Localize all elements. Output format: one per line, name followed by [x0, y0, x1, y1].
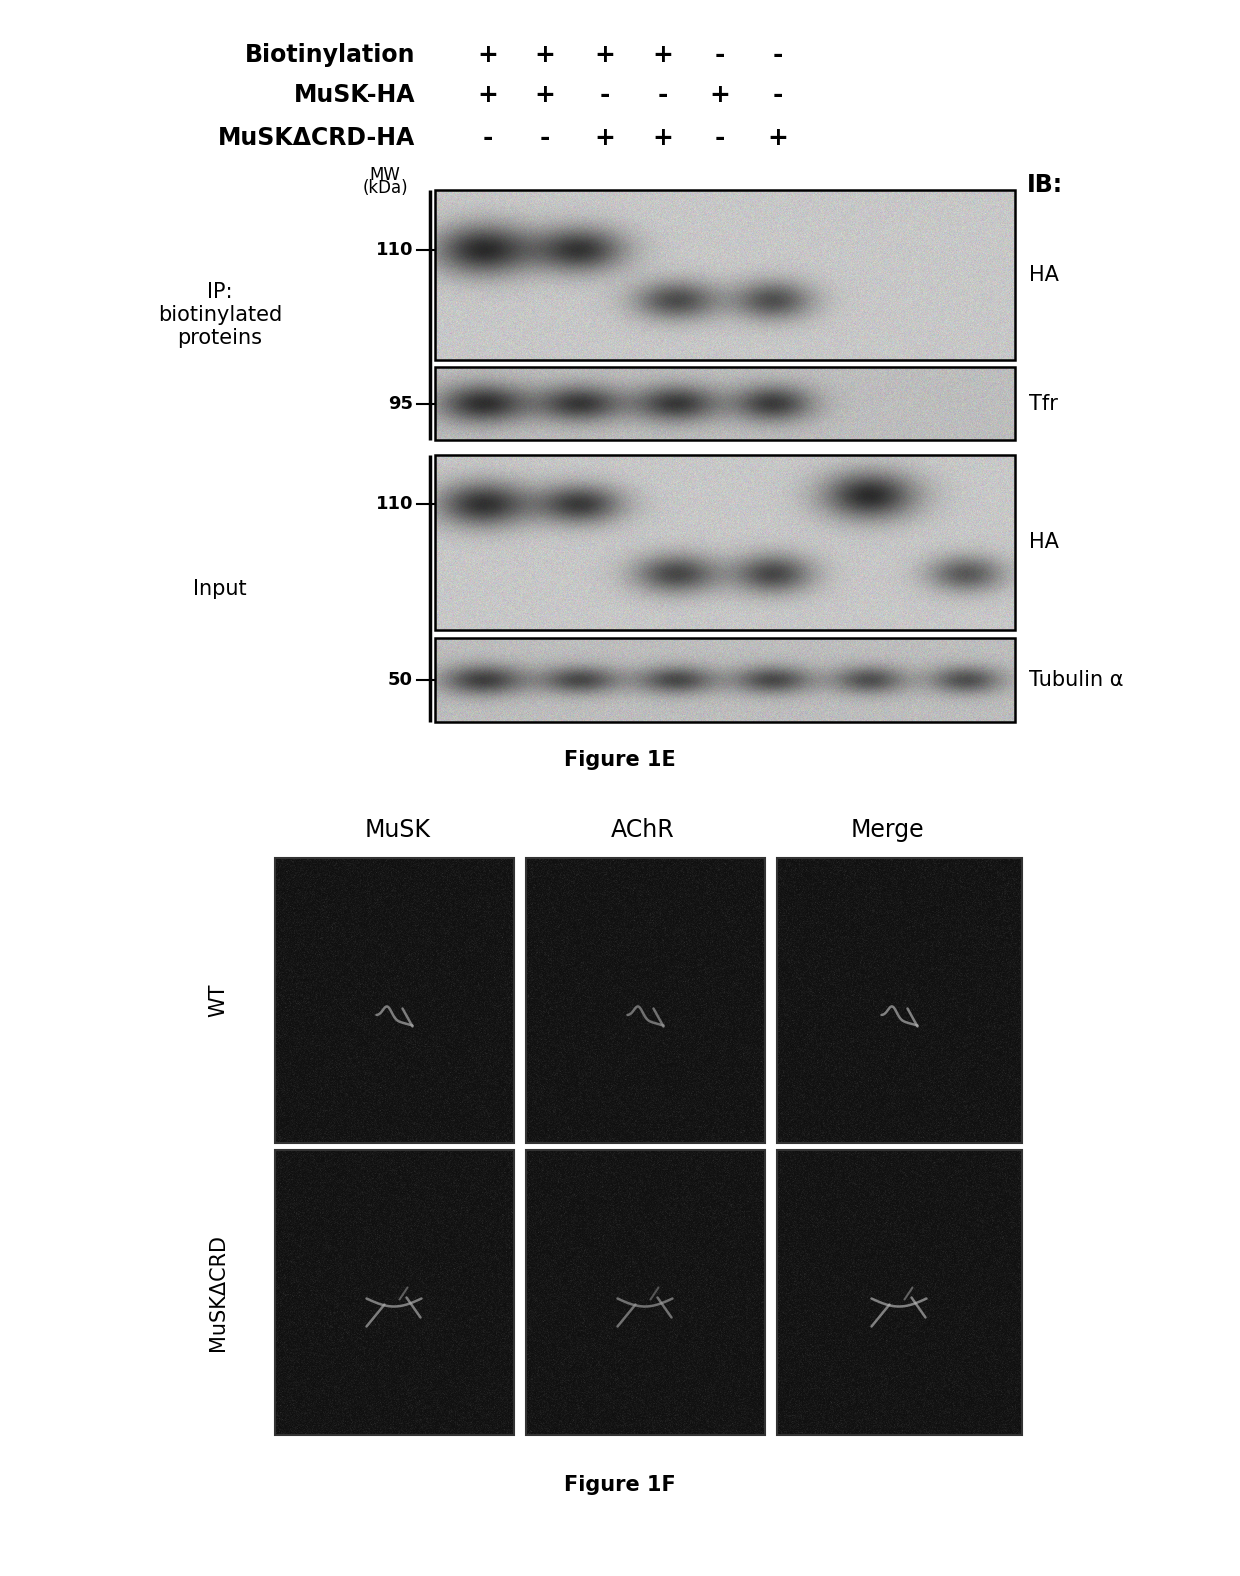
- Text: IB:: IB:: [1027, 173, 1063, 197]
- Bar: [435, 367, 1016, 440]
- Text: MuSKΔCRD-HA: MuSKΔCRD-HA: [218, 126, 415, 150]
- Text: +: +: [534, 43, 556, 68]
- Text: IP:
biotinylated
proteins: IP: biotinylated proteins: [157, 282, 283, 348]
- Text: (kDa): (kDa): [362, 180, 408, 197]
- Text: Input: Input: [193, 578, 247, 599]
- Text: 95: 95: [388, 394, 413, 413]
- Bar: [526, 857, 765, 1143]
- Bar: [435, 638, 1016, 722]
- Text: -: -: [773, 84, 784, 107]
- Text: -: -: [657, 84, 668, 107]
- Text: Merge: Merge: [851, 818, 924, 842]
- Text: Tubulin α: Tubulin α: [1029, 670, 1123, 690]
- Text: +: +: [709, 84, 730, 107]
- Bar: [435, 191, 1016, 359]
- Bar: [435, 455, 1016, 630]
- Text: MuSKΔCRD: MuSKΔCRD: [208, 1234, 228, 1351]
- Text: -: -: [482, 126, 494, 150]
- Bar: [275, 1150, 515, 1436]
- Text: +: +: [477, 43, 498, 68]
- Text: Biotinylation: Biotinylation: [244, 43, 415, 68]
- Text: +: +: [652, 43, 673, 68]
- Text: HA: HA: [1029, 533, 1059, 553]
- Text: +: +: [768, 126, 789, 150]
- Text: Figure 1F: Figure 1F: [564, 1475, 676, 1496]
- Text: -: -: [714, 43, 725, 68]
- Text: -: -: [714, 126, 725, 150]
- Text: Figure 1E: Figure 1E: [564, 750, 676, 771]
- Text: 50: 50: [388, 671, 413, 689]
- Bar: [526, 1150, 765, 1436]
- Text: -: -: [773, 43, 784, 68]
- Text: +: +: [652, 126, 673, 150]
- Text: HA: HA: [1029, 265, 1059, 285]
- Text: Tfr: Tfr: [1029, 394, 1058, 413]
- Text: MW: MW: [370, 165, 401, 184]
- Text: +: +: [534, 84, 556, 107]
- Text: +: +: [594, 43, 615, 68]
- Text: AChR: AChR: [610, 818, 675, 842]
- Text: WT: WT: [208, 983, 228, 1017]
- Text: -: -: [539, 126, 551, 150]
- Text: 110: 110: [376, 495, 413, 514]
- Bar: [777, 1150, 1022, 1436]
- Text: -: -: [600, 84, 610, 107]
- Text: 110: 110: [376, 241, 413, 258]
- Text: +: +: [594, 126, 615, 150]
- Text: MuSK: MuSK: [365, 818, 430, 842]
- Text: +: +: [477, 84, 498, 107]
- Text: MuSK-HA: MuSK-HA: [294, 84, 415, 107]
- Bar: [275, 857, 515, 1143]
- Bar: [777, 857, 1022, 1143]
